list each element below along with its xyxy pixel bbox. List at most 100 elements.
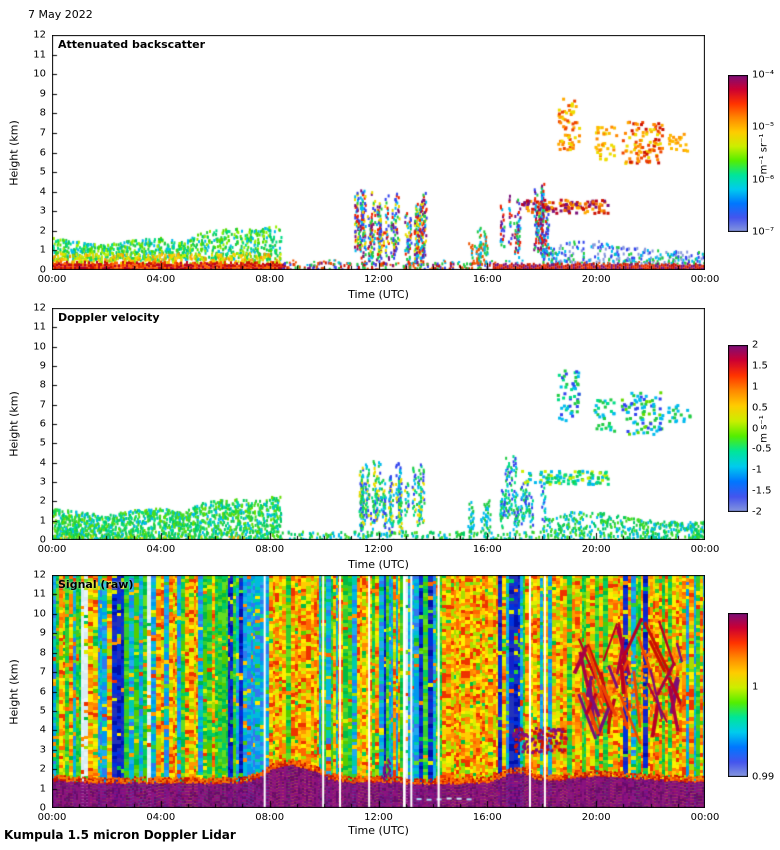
colorbar-tick-label: -1.5	[752, 485, 772, 497]
y-tick-label: 2	[39, 763, 46, 775]
x-tick-label: 04:00	[146, 274, 176, 285]
x-axis-label: Time (UTC)	[348, 824, 409, 837]
y-tick-label: 6	[39, 147, 46, 158]
colorbar-tick-label: 10⁻⁷	[752, 226, 775, 238]
x-axis-label: Time (UTC)	[348, 558, 409, 571]
y-tick-label: 11	[33, 321, 46, 333]
x-tick-label: 00:00	[37, 544, 67, 555]
colorbar-tick-label: -2	[752, 506, 762, 518]
y-tick-label: 4	[39, 186, 46, 198]
colorbar-signal: 1 0.99	[728, 613, 774, 783]
x-tick-label: 08:00	[255, 812, 285, 823]
signal-heatmap-canvas	[52, 575, 705, 808]
y-tick-label: 1	[39, 244, 46, 256]
colorbar-unit-label: m⁻¹ sr⁻¹	[758, 133, 770, 174]
colorbar-gradient-backscatter	[728, 75, 748, 232]
backscatter-heatmap-canvas	[52, 35, 705, 270]
y-tick-label: 0	[39, 534, 46, 546]
x-tick-label: 12:00	[364, 544, 393, 555]
x-tick-label: 16:00	[472, 544, 502, 555]
y-tick-label: 5	[39, 166, 46, 178]
x-tick-label: 20:00	[581, 812, 611, 823]
y-tick-label: 10	[33, 341, 46, 353]
x-tick-label: 20:00	[581, 274, 611, 285]
y-tick-label: 7	[39, 127, 46, 139]
panel-title-signal: Signal (raw)	[58, 578, 134, 591]
x-tick-label: 08:00	[255, 544, 285, 555]
x-tick-label: 20:00	[581, 544, 611, 555]
y-tick-label: 0	[39, 264, 46, 276]
x-tick-label: 04:00	[146, 812, 176, 823]
y-axis-label: Height (km)	[7, 391, 21, 457]
y-axis-label: Height (km)	[7, 658, 21, 725]
y-tick-label: 9	[39, 88, 46, 100]
y-tick-label: 1	[39, 515, 46, 527]
y-tick-label: 6	[39, 686, 46, 697]
y-tick-label: 12	[33, 569, 46, 581]
colorbar-tick-label: 10⁻⁶	[752, 174, 775, 186]
date-label: 7 May 2022	[28, 8, 93, 21]
x-tick-label: 00:00	[690, 544, 720, 555]
y-tick-label: 0	[39, 802, 46, 814]
y-tick-label: 5	[39, 437, 46, 449]
y-tick-label: 3	[39, 205, 46, 217]
colorbar-tick-label: 1	[752, 681, 759, 693]
panel-backscatter: Attenuated backscatter Height (km) Time …	[8, 30, 775, 302]
colorbar-backscatter: m⁻¹ sr⁻¹ 10⁻⁴ 10⁻⁵ 10⁻⁶ 10⁻⁷	[728, 70, 774, 238]
y-tick-label: 5	[39, 705, 46, 717]
colorbar-tick-label: -0.5	[752, 443, 772, 455]
y-tick-label: 2	[39, 225, 46, 237]
x-tick-label: 00:00	[690, 812, 720, 823]
panel-title-backscatter: Attenuated backscatter	[58, 38, 206, 51]
x-tick-label: 12:00	[364, 274, 393, 285]
y-tick-label: 8	[39, 107, 46, 119]
x-tick-label: 04:00	[146, 544, 176, 555]
y-tick-label: 10	[33, 68, 46, 80]
x-tick-label: 00:00	[37, 812, 67, 823]
x-axis-label: Time (UTC)	[348, 288, 409, 301]
y-tick-label: 11	[33, 588, 46, 600]
x-tick-label: 16:00	[472, 812, 502, 823]
colorbar-tick-label: -1	[752, 464, 762, 476]
y-tick-label: 11	[33, 49, 46, 61]
y-tick-label: 7	[39, 666, 46, 678]
y-tick-label: 6	[39, 418, 46, 430]
y-tick-label: 8	[39, 647, 46, 659]
colorbar-tick-label: 0.99	[752, 771, 775, 783]
colorbar-tick-label: 1	[752, 381, 759, 393]
y-tick-label: 2	[39, 495, 46, 507]
x-tick-label: 12:00	[364, 812, 393, 823]
colorbar-tick-label: 10⁻⁵	[752, 121, 775, 133]
colorbar-tick-label: 1.5	[752, 360, 768, 372]
colorbar-tick-label: 0	[752, 423, 759, 434]
y-tick-label: 1	[39, 783, 46, 795]
colorbar-tick-label: 2	[752, 339, 759, 351]
y-tick-label: 4	[39, 724, 46, 736]
y-axis-label: Height (km)	[7, 119, 21, 186]
panel-title-velocity: Doppler velocity	[58, 311, 160, 324]
colorbar-velocity: m s⁻¹ 2 1.5 1 0.5 0 -0.5 -1 -1.5 -2	[728, 340, 772, 518]
colorbar-tick-label: 0.5	[752, 402, 768, 414]
colorbar-unit-label: m s⁻¹	[758, 414, 770, 443]
footer-instrument-label: Kumpula 1.5 micron Doppler Lidar	[4, 828, 236, 842]
colorbar-tick-label: 10⁻⁴	[752, 69, 775, 81]
y-tick-label: 12	[33, 302, 46, 314]
y-tick-label: 12	[33, 29, 46, 41]
y-tick-label: 3	[39, 744, 46, 756]
colorbar-gradient-velocity	[728, 345, 748, 512]
colorbar-gradient-signal	[728, 613, 748, 777]
x-tick-label: 00:00	[690, 274, 720, 285]
y-tick-label: 10	[33, 608, 46, 620]
y-tick-label: 4	[39, 457, 46, 469]
y-tick-label: 9	[39, 360, 46, 372]
y-tick-label: 9	[39, 627, 46, 639]
y-tick-label: 3	[39, 476, 46, 488]
y-tick-label: 7	[39, 399, 46, 411]
x-tick-label: 16:00	[472, 274, 502, 285]
panel-velocity: Doppler velocity Height (km) Time (UTC) …	[8, 303, 772, 572]
x-tick-label: 00:00	[37, 274, 67, 285]
y-tick-label: 8	[39, 379, 46, 391]
velocity-heatmap-canvas	[52, 308, 705, 540]
